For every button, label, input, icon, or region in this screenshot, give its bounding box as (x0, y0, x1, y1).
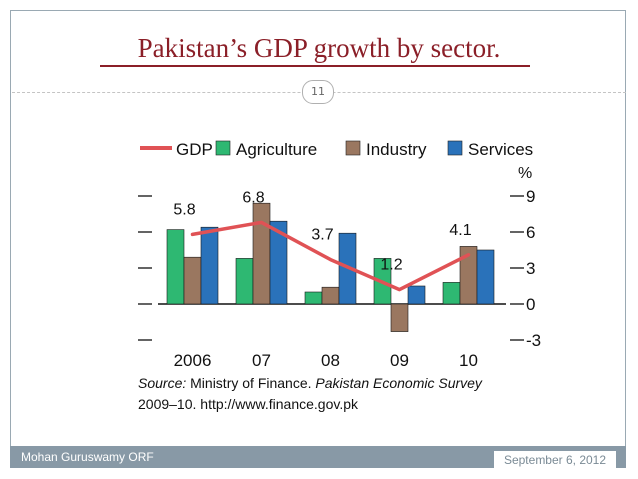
gdp-data-label: 6.8 (242, 189, 264, 206)
x-tick-label: 07 (252, 351, 271, 370)
chart-source-note: Source: Ministry of Finance. Pakistan Ec… (138, 375, 483, 412)
bar-industry (183, 256, 202, 305)
y-tick-label: 6 (526, 223, 535, 242)
legend-agriculture-label: Agriculture (236, 140, 317, 159)
source-publisher: Ministry of Finance. (186, 375, 315, 391)
source-line-1: Source: Ministry of Finance. Pakistan Ec… (138, 375, 483, 391)
footer-date: September 6, 2012 (494, 451, 616, 473)
bar-agriculture (304, 291, 323, 305)
bar-industry (390, 303, 409, 332)
y-tick-label: 0 (526, 295, 535, 314)
gdp-sector-chart: GDP Agriculture Industry Services % 9 6 3 0… (138, 140, 541, 412)
legend-services-swatch (447, 140, 463, 156)
bar-industry (252, 202, 271, 305)
bar-services (476, 249, 495, 305)
slide-number-badge: 11 (302, 80, 334, 104)
source-line-2: 2009–10. http://www.finance.gov.pk (138, 396, 359, 412)
x-axis-labels: 2006 07 08 09 10 (174, 351, 478, 370)
title-underline (100, 65, 530, 67)
legend-industry-label: Industry (366, 140, 427, 159)
bar-services (407, 285, 426, 305)
slide-title: Pakistan’s GDP growth by sector. (137, 33, 501, 63)
bar-agriculture (235, 258, 254, 305)
gdp-line-layer: 5.8 6.8 3.7 1.2 4.1 (173, 189, 472, 292)
source-publication: Pakistan Economic Survey (315, 375, 483, 391)
legend-gdp-label: GDP (176, 140, 213, 159)
x-tick-label: 09 (390, 351, 409, 370)
x-tick-label: 08 (321, 351, 340, 370)
gdp-data-label: 1.2 (380, 257, 402, 274)
y-tick-label: 3 (526, 259, 535, 278)
y-tick-label: -3 (526, 331, 541, 350)
gdp-data-label: 3.7 (311, 227, 333, 244)
gdp-line (190, 220, 471, 292)
bar-agriculture (442, 282, 461, 305)
source-prefix: Source: (138, 375, 186, 391)
bar-services (200, 226, 219, 305)
x-tick-label: 2006 (174, 351, 212, 370)
footer-author: Mohan Guruswamy ORF (21, 450, 154, 464)
gdp-data-label: 4.1 (449, 222, 471, 239)
y-axis-unit: % (518, 165, 532, 182)
y-tick-label: 9 (526, 187, 535, 206)
chart-legend: GDP Agriculture Industry Services (140, 140, 533, 159)
legend-services-label: Services (468, 140, 533, 159)
bar-agriculture (166, 229, 185, 305)
chart-panel: GDP Agriculture Industry Services % 9 6 3 0… (118, 128, 552, 413)
gdp-data-label: 5.8 (173, 201, 195, 218)
bar-industry (321, 286, 340, 305)
legend-agriculture-swatch (215, 140, 231, 156)
bar-services (269, 220, 288, 305)
x-tick-label: 10 (459, 351, 478, 370)
footer-bar (10, 446, 626, 468)
legend-industry-swatch (345, 140, 361, 156)
